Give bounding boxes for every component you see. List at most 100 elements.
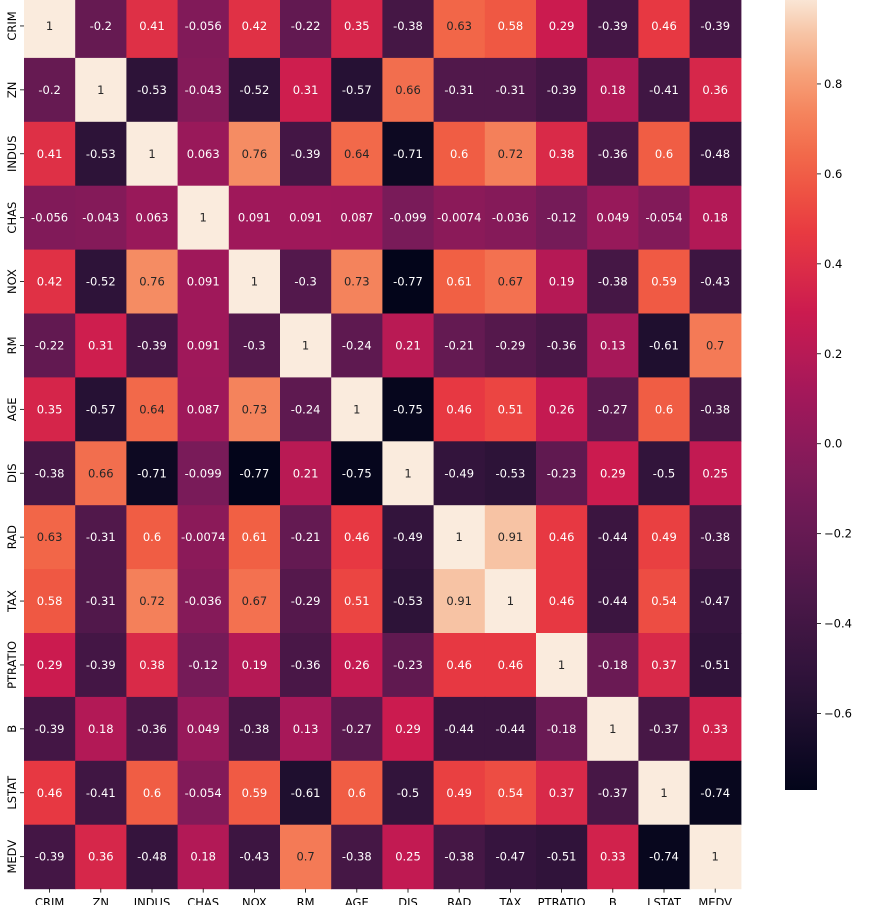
cell-value-label: -0.099 [185, 466, 222, 480]
heatmap-cell [638, 633, 691, 698]
heatmap-cell [75, 377, 127, 442]
cell-value-label: -0.39 [547, 83, 577, 97]
cell-value-label: -0.31 [496, 83, 526, 97]
cell-value-label: -0.5 [397, 786, 419, 800]
heatmap-cell [536, 377, 588, 442]
y-tick-label: TAX [5, 590, 19, 613]
heatmap-cell [484, 696, 537, 762]
heatmap-cell [75, 696, 127, 762]
x-tick-label: DIS [398, 896, 418, 905]
cell-value-label: 0.6 [143, 530, 161, 544]
heatmap-cell [24, 185, 76, 251]
cell-value-label: 0.59 [651, 275, 677, 289]
heatmap-cell [638, 0, 691, 59]
heatmap-cell [177, 569, 230, 634]
cell-value-label: 0.7 [706, 338, 724, 352]
heatmap-cell [587, 57, 639, 123]
cell-value-label: -0.39 [598, 19, 628, 33]
cell-value-label: 1 [251, 275, 258, 289]
heatmap-cell [126, 441, 179, 506]
cell-value-label: -0.21 [291, 530, 321, 544]
cell-value-label: 0.61 [446, 275, 472, 289]
cell-value-label: -0.036 [492, 211, 529, 225]
heatmap-cell [280, 633, 332, 698]
cell-value-label: 1 [148, 147, 155, 161]
cell-value-label: -0.2 [38, 83, 60, 97]
y-tick-label: MEDV [5, 840, 19, 874]
heatmap-cell [382, 760, 435, 826]
cell-value-label: 0.7 [296, 850, 314, 864]
heatmap-cell [536, 569, 588, 634]
cell-value-label: -0.3 [243, 338, 265, 352]
x-tick-label: CRIM [35, 896, 64, 905]
cell-value-label: -0.39 [35, 722, 65, 736]
cell-value-label: 0.25 [395, 850, 421, 864]
heatmap-cell [331, 760, 383, 826]
cell-value-label: 0.063 [187, 147, 220, 161]
heatmap-cell [177, 824, 230, 890]
cell-value-label: -0.22 [35, 338, 65, 352]
heatmap-cell [75, 249, 127, 315]
heatmap-cell [75, 824, 127, 890]
cell-value-label: 0.18 [88, 722, 114, 736]
heatmap-cell [638, 760, 691, 826]
heatmap-cell [638, 441, 691, 506]
heatmap-cell [587, 569, 639, 634]
cell-value-label: -0.36 [547, 338, 577, 352]
y-tick-label: RAD [5, 525, 19, 549]
heatmap-cell [177, 696, 230, 762]
cell-value-label: 0.35 [37, 402, 63, 416]
cell-value-label: 0.29 [37, 658, 63, 672]
heatmap-cell [484, 824, 537, 890]
heatmap-cell [24, 505, 76, 570]
heatmap-cell [75, 185, 127, 251]
heatmap-cell [331, 121, 383, 187]
y-tick-label: INDUS [5, 135, 19, 172]
cell-value-label: -0.099 [389, 211, 426, 225]
heatmap-cell [484, 377, 537, 442]
cell-value-label: 0.46 [549, 594, 575, 608]
cell-value-label: 0.49 [651, 530, 677, 544]
cell-value-label: 1 [404, 466, 411, 480]
cell-value-label: 0.67 [498, 275, 524, 289]
cell-value-label: 0.19 [549, 275, 575, 289]
cell-value-label: 0.59 [242, 786, 268, 800]
cell-value-label: 0.37 [651, 658, 677, 672]
heatmap-cell [331, 57, 383, 123]
heatmap-cell [382, 569, 435, 634]
x-tick-label: TAX [498, 896, 521, 905]
cell-value-label: 0.49 [446, 786, 472, 800]
cell-value-label: -0.48 [137, 850, 167, 864]
cell-value-label: 0.6 [143, 786, 161, 800]
heatmap-cell [177, 377, 230, 442]
cell-value-label: -0.2 [90, 19, 112, 33]
cell-value-label: 0.72 [498, 147, 524, 161]
heatmap-cell [228, 569, 281, 634]
heatmap-cell [228, 249, 281, 315]
cell-value-label: -0.23 [393, 658, 423, 672]
heatmap-cell [433, 313, 486, 378]
cell-value-label: -0.056 [31, 211, 68, 225]
heatmap-cell [75, 0, 127, 59]
cell-value-label: 0.091 [187, 338, 220, 352]
heatmap-cell [433, 0, 486, 59]
cell-value-label: -0.39 [137, 338, 167, 352]
cell-value-label: -0.18 [547, 722, 577, 736]
heatmap-cell [280, 824, 332, 890]
heatmap-cell [536, 185, 588, 251]
cell-value-label: -0.44 [598, 594, 628, 608]
heatmap-cell [689, 760, 742, 826]
cell-value-label: 0.13 [293, 722, 319, 736]
cell-value-label: -0.31 [444, 83, 474, 97]
cell-value-label: 1 [507, 594, 514, 608]
cell-value-label: -0.36 [291, 658, 321, 672]
cell-value-label: -0.47 [496, 850, 526, 864]
heatmap-cell [126, 57, 179, 123]
heatmap-cell [587, 185, 639, 251]
cell-value-label: 0.091 [238, 211, 271, 225]
heatmap-cell [587, 505, 639, 570]
heatmap-cell [75, 121, 127, 187]
heatmap-cell [536, 441, 588, 506]
cell-value-label: -0.056 [185, 19, 222, 33]
